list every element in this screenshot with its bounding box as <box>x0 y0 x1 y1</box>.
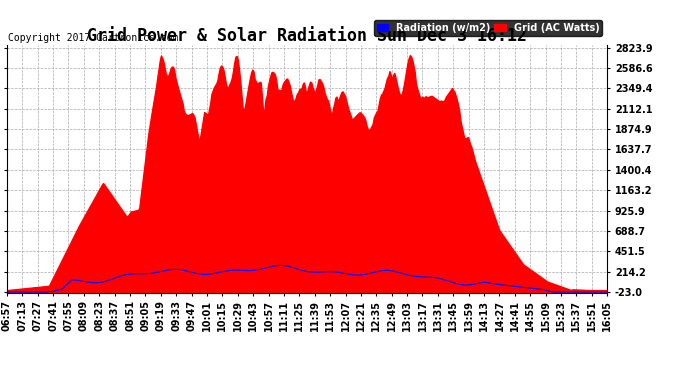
Text: Copyright 2017 Cartronics.com: Copyright 2017 Cartronics.com <box>8 33 179 42</box>
Title: Grid Power & Solar Radiation Sun Dec 3 16:12: Grid Power & Solar Radiation Sun Dec 3 1… <box>87 27 527 45</box>
Legend: Radiation (w/m2), Grid (AC Watts): Radiation (w/m2), Grid (AC Watts) <box>373 20 602 36</box>
